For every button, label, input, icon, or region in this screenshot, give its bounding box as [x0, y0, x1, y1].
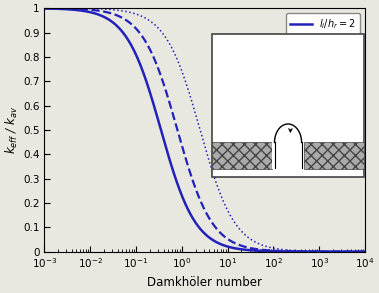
Bar	[304, 142, 365, 168]
$l_i/h_r = 3$	[363, 250, 367, 253]
$l_i/h_r = 3$	[357, 250, 361, 253]
$l_i/h_r = 2$	[357, 250, 361, 253]
$l_i/h_r = 5$	[363, 250, 367, 253]
Y-axis label: $k_{eff}$ / $k_{av}$: $k_{eff}$ / $k_{av}$	[4, 106, 20, 154]
$l_i/h_r = 3$	[98, 9, 102, 13]
$l_i/h_r = 2$	[363, 250, 367, 253]
$l_i/h_r = 3$	[79, 7, 83, 11]
$l_i/h_r = 3$	[42, 6, 47, 10]
Line: $l_i/h_r = 5$: $l_i/h_r = 5$	[44, 8, 365, 252]
Line: $l_i/h_r = 2$: $l_i/h_r = 2$	[44, 8, 365, 252]
$l_i/h_r = 3$	[179, 142, 183, 145]
$l_i/h_r = 2$	[179, 193, 183, 196]
Line: $l_i/h_r = 3$: $l_i/h_r = 3$	[44, 8, 365, 252]
$l_i/h_r = 5$	[179, 68, 183, 71]
Legend: $l_i/h_r = 2$, $l_i/h_r = 3$, $l_i/h_r = 5$: $l_i/h_r = 2$, $l_i/h_r = 3$, $l_i/h_r =…	[287, 13, 360, 68]
$l_i/h_r = 2$	[165, 151, 170, 154]
$l_i/h_r = 2$	[98, 13, 102, 17]
$l_i/h_r = 5$	[79, 7, 83, 10]
Bar	[211, 142, 272, 168]
Bar	[272, 142, 304, 168]
$l_i/h_r = 5$	[98, 7, 102, 11]
$l_i/h_r = 5$	[322, 250, 327, 253]
$l_i/h_r = 2$	[42, 7, 47, 10]
$l_i/h_r = 5$	[42, 6, 47, 10]
$l_i/h_r = 3$	[165, 94, 170, 97]
$l_i/h_r = 5$	[165, 38, 170, 42]
$l_i/h_r = 3$	[322, 250, 327, 253]
$l_i/h_r = 2$	[322, 250, 327, 253]
$l_i/h_r = 2$	[79, 9, 83, 12]
X-axis label: Damkhöler number: Damkhöler number	[147, 276, 262, 289]
$l_i/h_r = 5$	[357, 250, 361, 253]
